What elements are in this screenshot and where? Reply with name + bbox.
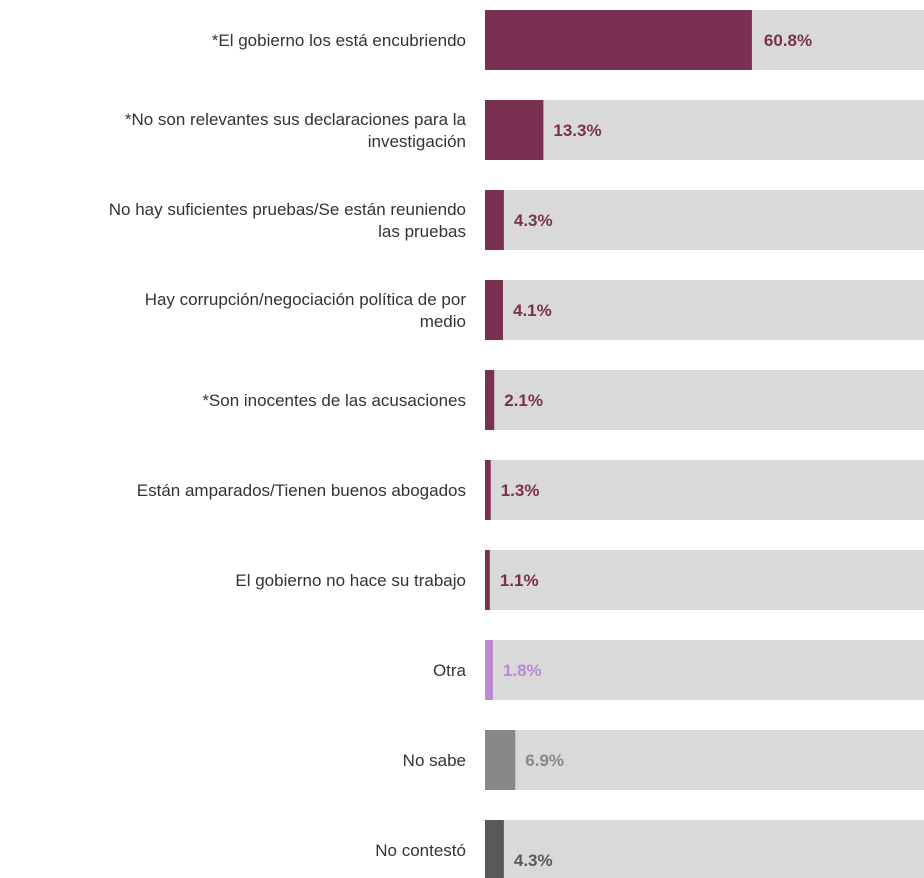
bar: [485, 100, 544, 160]
bar: [485, 370, 495, 430]
category-label: No sabe: [403, 751, 466, 770]
category-label: las pruebas: [378, 222, 466, 241]
bar-track: [485, 820, 924, 878]
bar-track: [485, 730, 924, 790]
value-label: 2.1%: [504, 391, 543, 410]
bar-track: [485, 100, 924, 160]
bar-row: El gobierno no hace su trabajo 1.1%: [235, 550, 924, 610]
bar-track: [485, 550, 924, 610]
category-label: Hay corrupción/negociación política de p…: [145, 290, 467, 309]
bar: [485, 190, 504, 250]
bar: [485, 550, 490, 610]
category-label: *Son inocentes de las acusaciones: [202, 391, 466, 410]
bar-row: No sabe 6.9%: [403, 730, 924, 790]
bar: [485, 640, 493, 700]
category-label: *El gobierno los está encubriendo: [212, 31, 466, 50]
bar-row: Hay corrupción/negociación política de p…: [145, 280, 924, 340]
category-label: No hay suficientes pruebas/Se están reun…: [109, 200, 466, 219]
bar: [485, 280, 503, 340]
bar: [485, 10, 752, 70]
value-label: 60.8%: [764, 31, 812, 50]
bar-track: [485, 190, 924, 250]
value-label: 1.1%: [500, 571, 539, 590]
bar: [485, 460, 491, 520]
value-label: 4.3%: [514, 851, 553, 870]
bar-row: *El gobierno los está encubriendo 60.8%: [212, 10, 924, 70]
bar-row: *No son relevantes sus declaraciones par…: [125, 100, 924, 160]
bar-track: [485, 460, 924, 520]
bar: [485, 730, 516, 790]
bar-row: Otra 1.8%: [433, 640, 924, 700]
category-label: medio: [420, 312, 466, 331]
bar-row: No contestó 4.3%: [375, 820, 924, 878]
category-label: *No son relevantes sus declaraciones par…: [125, 110, 467, 129]
category-label: El gobierno no hace su trabajo: [235, 571, 466, 590]
value-label: 1.3%: [501, 481, 540, 500]
value-label: 6.9%: [525, 751, 564, 770]
category-label: Otra: [433, 661, 467, 680]
value-label: 1.8%: [503, 661, 542, 680]
bar: [485, 820, 504, 878]
bar-row: No hay suficientes pruebas/Se están reun…: [109, 190, 924, 250]
category-label: Están amparados/Tienen buenos abogados: [137, 481, 466, 500]
category-label: No contestó: [375, 841, 466, 860]
value-label: 4.3%: [514, 211, 553, 230]
value-label: 13.3%: [553, 121, 601, 140]
bar-track: [485, 280, 924, 340]
bar-track: [485, 640, 924, 700]
bar-row: Están amparados/Tienen buenos abogados 1.…: [137, 460, 924, 520]
bar-row: *Son inocentes de las acusaciones 2.1%: [202, 370, 924, 430]
bar-track: [485, 370, 924, 430]
value-label: 4.1%: [513, 301, 552, 320]
category-label: investigación: [368, 132, 466, 151]
